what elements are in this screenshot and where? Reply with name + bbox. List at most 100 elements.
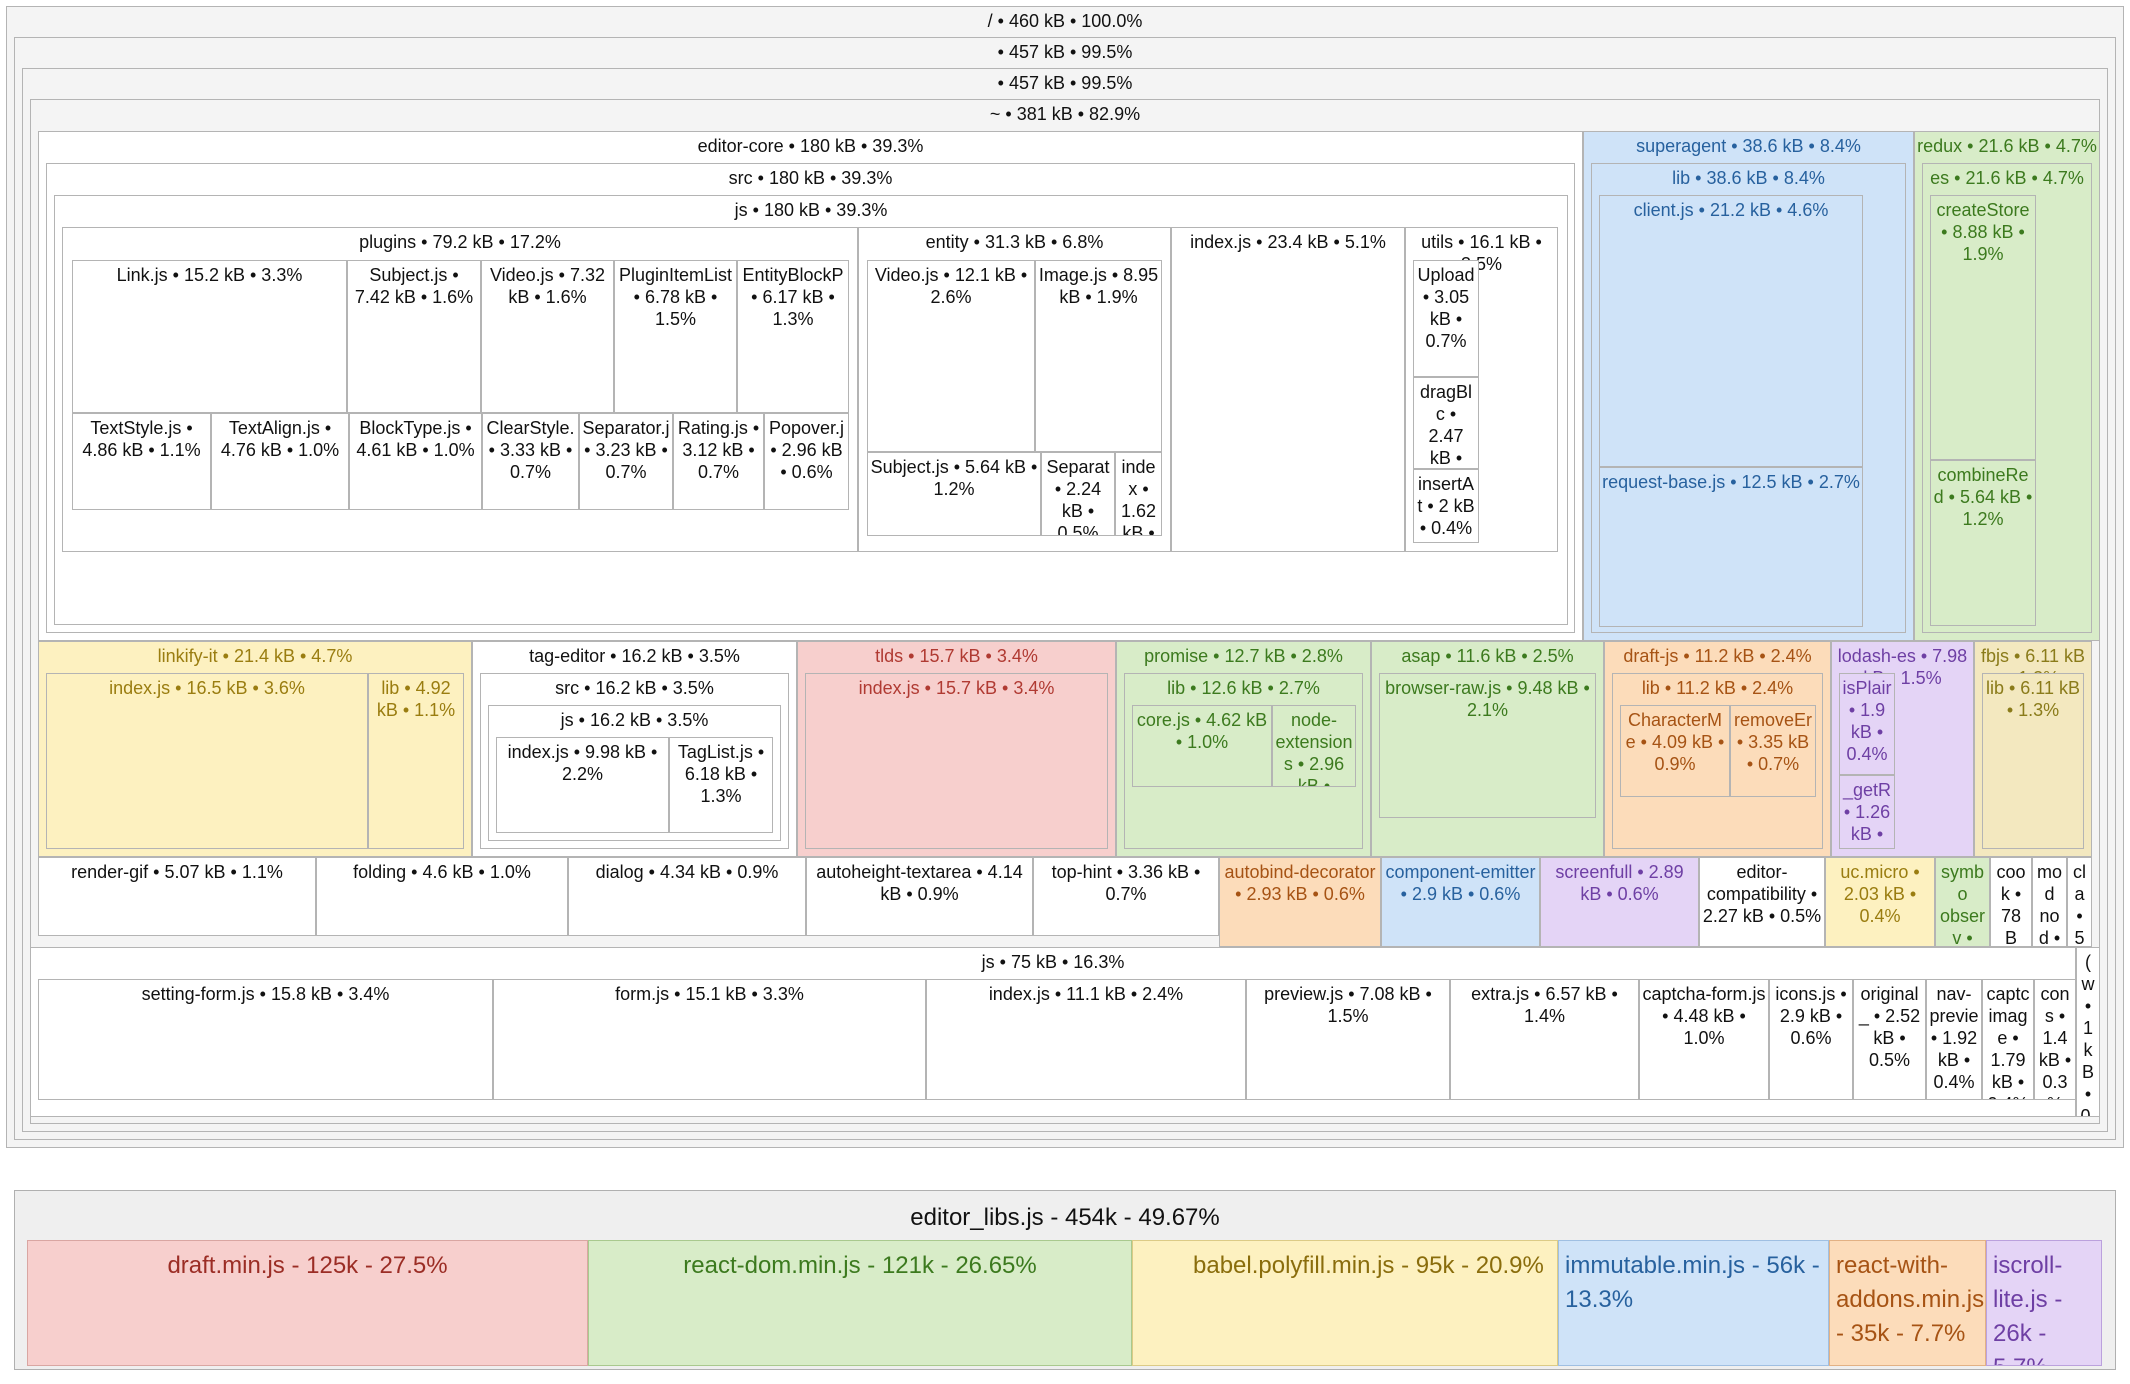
node-autoheight-textarea-label: autoheight-textarea • 4.14 kB • 0.9% (816, 862, 1023, 904)
node-createstore[interactable]: createStore • 8.88 kB • 1.9% (1930, 195, 2036, 460)
node-taglist-label: TagList.js • 6.18 kB • 1.3% (677, 742, 765, 806)
node-blocktype[interactable]: BlockType.js • 4.61 kB • 1.0% (349, 413, 482, 510)
node-form-js[interactable]: form.js • 15.1 kB • 3.3% (493, 979, 926, 1100)
node-taglist[interactable]: TagList.js • 6.18 kB • 1.3% (669, 737, 773, 833)
node-webpack[interactable]: (w • 1 kB • 0.2 (2076, 947, 2100, 1117)
node-subject-js-label: Subject.js • 7.42 kB • 1.6% (354, 265, 474, 307)
node-component-emitter[interactable]: component-emitter • 2.9 kB • 0.6% (1381, 857, 1540, 947)
node-cons[interactable]: cons • 1.4 kB • 0.3% (2034, 979, 2076, 1100)
node-clearstyle[interactable]: ClearStyle. • 3.33 kB • 0.7% (482, 413, 579, 510)
node-autoheight-textarea[interactable]: autoheight-textarea • 4.14 kB • 0.9% (806, 857, 1033, 936)
node-entity-separator[interactable]: Separat • 2.24 kB • 0.5% (1041, 452, 1115, 536)
node-index-core[interactable]: index.js • 23.4 kB • 5.1% (1171, 227, 1405, 552)
node-webpack-label: (w • 1 kB • 0.2 (2080, 952, 2096, 1117)
bundle-item-iscroll-lite[interactable]: iscroll-lite.js - 26k - 5.7% (1986, 1240, 2102, 1366)
node-index-app[interactable]: index.js • 11.1 kB • 2.4% (926, 979, 1246, 1100)
node-level-2-label: • 457 kB • 99.5% (997, 73, 1133, 93)
node-screenfull[interactable]: screenfull • 2.89 kB • 0.6% (1540, 857, 1699, 947)
node-top-hint-label: top-hint • 3.36 kB • 0.7% (1051, 862, 1201, 904)
node-editor-compatibility[interactable]: editor-compatibility • 2.27 kB • 0.5% (1699, 857, 1825, 947)
node-nav-preview[interactable]: nav-previe • 1.92 kB • 0.4% (1926, 979, 1982, 1100)
node-extra-js-label: extra.js • 6.57 kB • 1.4% (1471, 984, 1618, 1026)
node-entity-separator-label: Separat • 2.24 kB • 0.5% (1046, 457, 1110, 536)
node-component-emitter-label: component-emitter • 2.9 kB • 0.6% (1385, 862, 1536, 904)
node-entity-image-label: Image.js • 8.95 kB • 1.9% (1038, 265, 1159, 307)
node-mod[interactable]: mod nod • 65 B (2032, 857, 2067, 947)
node-browser-raw[interactable]: browser-raw.js • 9.48 kB • 2.1% (1379, 673, 1596, 818)
node-uc-micro[interactable]: uc.micro • 2.03 kB • 0.4% (1825, 857, 1935, 947)
node-nav-preview-label: nav-previe • 1.92 kB • 0.4% (1929, 984, 1979, 1092)
node-captcha-image[interactable]: captc image • 1.79 kB • 0.4% (1982, 979, 2034, 1100)
node-asap-label: asap • 11.6 kB • 2.5% (1401, 646, 1574, 666)
node-render-gif-label: render-gif • 5.07 kB • 1.1% (71, 862, 283, 882)
node-subject-js[interactable]: Subject.js • 7.42 kB • 1.6% (347, 260, 481, 413)
node-rating[interactable]: Rating.js • 3.12 kB • 0.7% (673, 413, 764, 510)
node-isplain[interactable]: isPlair • 1.9 kB • 0.4% (1839, 673, 1895, 775)
bundle-item-draft-label: draft.min.js - 125k - 27.5% (167, 1252, 448, 1279)
node-characterme[interactable]: CharacterMe • 4.09 kB • 0.9% (1620, 705, 1730, 797)
node-entity-video[interactable]: Video.js • 12.1 kB • 2.6% (867, 260, 1035, 452)
node-getr[interactable]: _getR • 1.26 kB • (1839, 775, 1895, 849)
node-autobind-decorator[interactable]: autobind-decorator • 2.93 kB • 0.6% (1219, 857, 1381, 947)
node-separator-plugin[interactable]: Separator.j • 3.23 kB • 0.7% (579, 413, 673, 510)
node-original[interactable]: original_ • 2.52 kB • 0.5% (1853, 979, 1926, 1100)
node-textstyle[interactable]: TextStyle.js • 4.86 kB • 1.1% (72, 413, 211, 510)
node-entity-subject-label: Subject.js • 5.64 kB • 1.2% (870, 457, 1038, 499)
node-removeer[interactable]: removeEr • 3.35 kB • 0.7% (1730, 705, 1816, 797)
node-node-extensions[interactable]: node-extensions • 2.96 kB • 0.6% (1272, 705, 1356, 787)
node-captcha-form[interactable]: captcha-form.js • 4.48 kB • 1.0% (1639, 979, 1769, 1100)
node-entity-index[interactable]: index • 1.62 kB • 0.4% (1115, 452, 1162, 536)
node-link-js[interactable]: Link.js • 15.2 kB • 3.3% (72, 260, 347, 413)
node-combinered-label: combineRed • 5.64 kB • 1.2% (1933, 465, 2033, 529)
node-preview-js[interactable]: preview.js • 7.08 kB • 1.5% (1246, 979, 1450, 1100)
node-symbol-observable[interactable]: symbo observ • 1.05 kB (1935, 857, 1990, 947)
node-dragblc[interactable]: dragBlc • 2.47 kB • 0.5% (1413, 377, 1479, 469)
node-separator-plugin-label: Separator.j • 3.23 kB • 0.7% (582, 418, 670, 482)
node-client-js[interactable]: client.js • 21.2 kB • 4.6% (1599, 195, 1863, 467)
node-pluginitemlist-label: PluginItemList • 6.78 kB • 1.5% (618, 265, 733, 329)
node-cla[interactable]: cla • 5 B (2067, 857, 2092, 947)
node-mod-label: mod nod • 65 B (2036, 862, 2062, 947)
node-entityblockp[interactable]: EntityBlockP • 6.17 kB • 1.3% (737, 260, 849, 413)
node-icons-js[interactable]: icons.js • 2.9 kB • 0.6% (1769, 979, 1853, 1100)
node-render-gif[interactable]: render-gif • 5.07 kB • 1.1% (38, 857, 316, 936)
bundle-item-react-dom[interactable]: react-dom.min.js - 121k - 26.65% (588, 1240, 1132, 1366)
node-fbjs-lib[interactable]: lib • 6.11 kB • 1.3% (1982, 673, 2084, 849)
node-cook-label: cook • 78 B (1996, 862, 2026, 947)
bundle-item-react-with-addons[interactable]: react-with-addons.min.js - 35k - 7.7% (1829, 1240, 1986, 1366)
node-superagent-lib-label: lib • 38.6 kB • 8.4% (1672, 168, 1825, 188)
node-screenfull-label: screenfull • 2.89 kB • 0.6% (1555, 862, 1684, 904)
node-top-hint[interactable]: top-hint • 3.36 kB • 0.7% (1033, 857, 1219, 936)
node-video-js[interactable]: Video.js • 7.32 kB • 1.6% (481, 260, 614, 413)
node-linkify-it-label: linkify-it • 21.4 kB • 4.7% (157, 646, 353, 666)
node-linkify-lib[interactable]: lib • 4.92 kB • 1.1% (368, 673, 464, 849)
node-entity-subject[interactable]: Subject.js • 5.64 kB • 1.2% (867, 452, 1041, 536)
bundle-item-draft[interactable]: draft.min.js - 125k - 27.5% (27, 1240, 588, 1366)
node-redux-es-label: es • 21.6 kB • 4.7% (1930, 168, 2084, 188)
node-folding[interactable]: folding • 4.6 kB • 1.0% (316, 857, 568, 936)
node-dragblc-label: dragBlc • 2.47 kB • 0.5% (1419, 382, 1473, 468)
bundle-item-babel-polyfill[interactable]: babel.polyfill.min.js - 95k - 20.9% (1132, 1240, 1558, 1366)
node-textalign[interactable]: TextAlign.js • 4.76 kB • 1.0% (211, 413, 349, 510)
node-browser-raw-label: browser-raw.js • 9.48 kB • 2.1% (1385, 678, 1590, 720)
node-extra-js[interactable]: extra.js • 6.57 kB • 1.4% (1450, 979, 1639, 1100)
bundle-item-immutable[interactable]: immutable.min.js - 56k - 13.3% (1558, 1240, 1829, 1366)
node-core-js[interactable]: core.js • 4.62 kB • 1.0% (1132, 705, 1272, 787)
node-dialog[interactable]: dialog • 4.34 kB • 0.9% (568, 857, 806, 936)
node-setting-form[interactable]: setting-form.js • 15.8 kB • 3.4% (38, 979, 493, 1100)
node-upload[interactable]: Upload • 3.05 kB • 0.7% (1413, 260, 1479, 377)
node-insertat[interactable]: insertAt • 2 kB • 0.4% (1413, 469, 1479, 543)
node-combinered[interactable]: combineRed • 5.64 kB • 1.2% (1930, 460, 2036, 626)
node-linkify-index[interactable]: index.js • 16.5 kB • 3.6% (46, 673, 368, 849)
node-index-app-label: index.js • 11.1 kB • 2.4% (988, 984, 1184, 1004)
node-tag-editor-index[interactable]: index.js • 9.98 kB • 2.2% (496, 737, 669, 833)
node-level-1-label: • 457 kB • 99.5% (997, 42, 1133, 62)
node-clearstyle-label: ClearStyle. • 3.33 kB • 0.7% (486, 418, 575, 482)
node-popover[interactable]: Popover.j • 2.96 kB • 0.6% (764, 413, 849, 510)
node-linkify-index-label: index.js • 16.5 kB • 3.6% (109, 678, 305, 698)
node-pluginitemlist[interactable]: PluginItemList • 6.78 kB • 1.5% (614, 260, 737, 413)
node-entity-image[interactable]: Image.js • 8.95 kB • 1.9% (1035, 260, 1162, 452)
node-tlds-index[interactable]: index.js • 15.7 kB • 3.4% (805, 673, 1108, 849)
node-cook[interactable]: cook • 78 B (1990, 857, 2032, 947)
node-request-base[interactable]: request-base.js • 12.5 kB • 2.7% (1599, 467, 1863, 627)
